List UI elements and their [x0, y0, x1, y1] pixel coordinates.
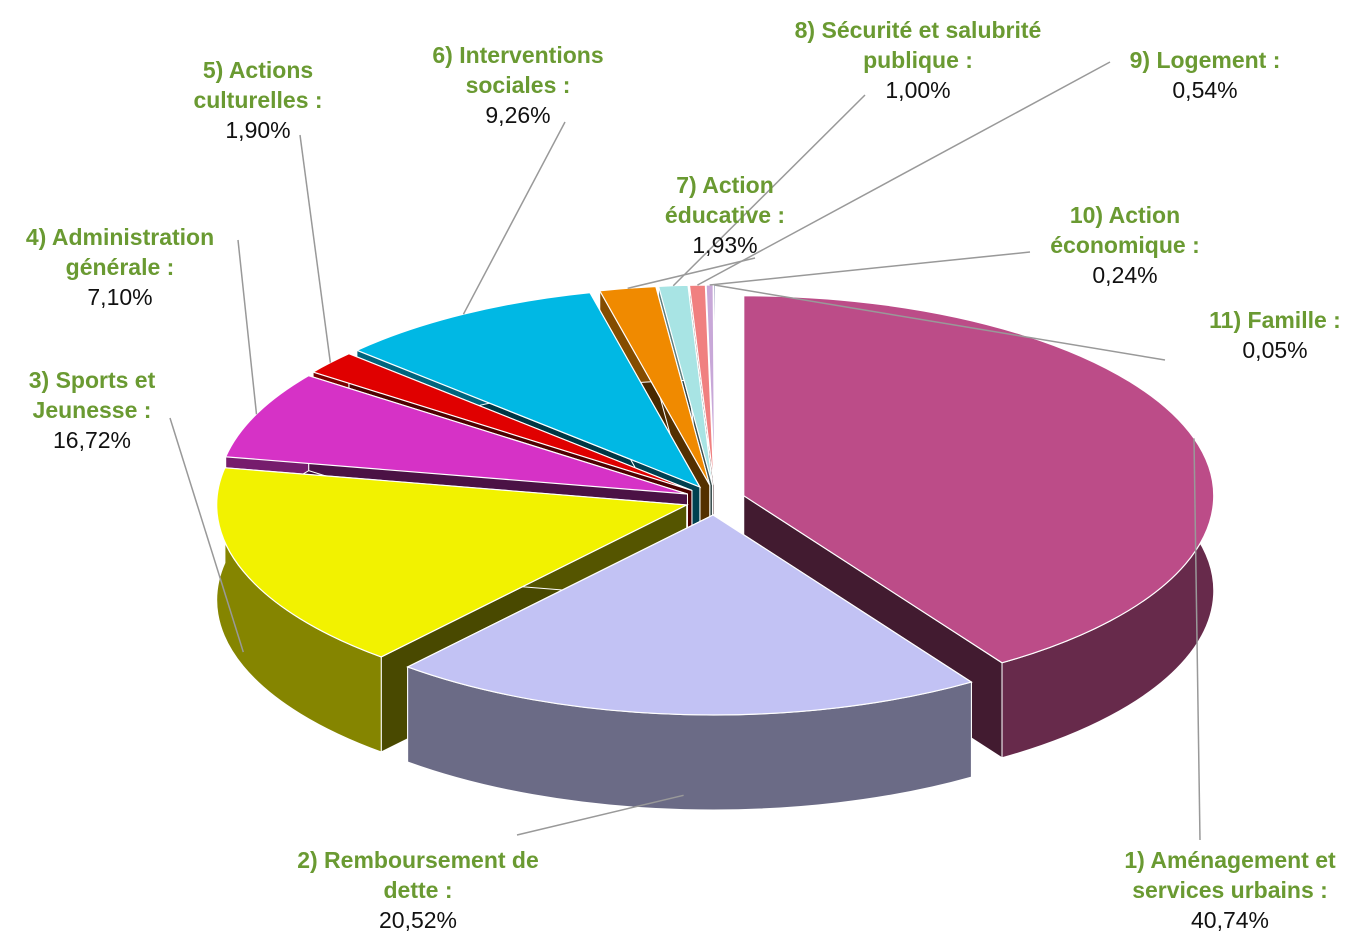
slice-label: 3) Sports et Jeunesse : 16,72% [2, 365, 182, 455]
category-name: 5) Actions culturelles : [193, 57, 323, 113]
slice-label: 10) Action économique : 0,24% [1020, 200, 1230, 290]
category-name: 3) Sports et Jeunesse : [28, 367, 156, 423]
slice-label: 2) Remboursement de dette : 20,52% [288, 845, 548, 935]
category-name: 11) Famille : [1209, 307, 1341, 333]
value-label: 0,05% [1242, 337, 1308, 363]
slice-label: 6) Interventions sociales : 9,26% [403, 40, 633, 130]
slice-label: 9) Logement : 0,54% [1110, 45, 1300, 105]
leader-line [697, 61, 1111, 286]
leader-line [672, 94, 866, 287]
category-name: 9) Logement : [1129, 47, 1281, 73]
value-label: 1,90% [225, 117, 291, 143]
slice-top [657, 284, 714, 486]
value-label: 1,00% [885, 77, 951, 103]
slice-top [355, 291, 702, 489]
slice-label: 11) Famille : 0,05% [1185, 305, 1360, 365]
slice-top [216, 467, 689, 658]
value-label: 20,52% [378, 907, 457, 933]
value-label: 9,26% [485, 102, 551, 128]
slice-top [406, 514, 973, 716]
slice-label: 7) Action éducative : 1,93% [640, 170, 810, 260]
pie-slice [406, 514, 973, 811]
leader-line [299, 134, 332, 363]
category-name: 6) Interventions sociales : [432, 42, 604, 98]
slice-top [598, 285, 711, 486]
leader-line [714, 284, 1166, 361]
value-label: 0,24% [1092, 262, 1158, 288]
category-name: 4) Administration générale : [25, 224, 215, 280]
leader-line [169, 417, 245, 653]
leader-line [709, 251, 1031, 286]
slice-top [311, 353, 693, 491]
value-label: 1,93% [692, 232, 758, 258]
slice-label: 4) Administration générale : 7,10% [0, 222, 240, 312]
value-label: 7,10% [87, 284, 153, 310]
leader-line [627, 257, 756, 290]
category-name: 8) Sécurité et salubrité publique : [794, 17, 1042, 73]
value-label: 40,74% [1190, 907, 1269, 933]
value-label: 16,72% [52, 427, 131, 453]
category-name: 2) Remboursement de dette : [297, 847, 539, 903]
slice-label: 1) Aménagement et services urbains : 40,7… [1095, 845, 1360, 935]
category-name: 10) Action économique : [1050, 202, 1200, 258]
leader-line [1193, 438, 1201, 841]
category-name: 7) Action éducative : [664, 172, 786, 228]
slice-label: 5) Actions culturelles : 1,90% [168, 55, 348, 145]
value-label: 0,54% [1172, 77, 1238, 103]
leader-line [516, 794, 684, 836]
category-name: 1) Aménagement et services urbains : [1124, 847, 1336, 903]
slice-label: 8) Sécurité et salubrité publique : 1,00% [788, 15, 1048, 105]
leader-line [462, 121, 566, 315]
leader-line [237, 239, 258, 415]
